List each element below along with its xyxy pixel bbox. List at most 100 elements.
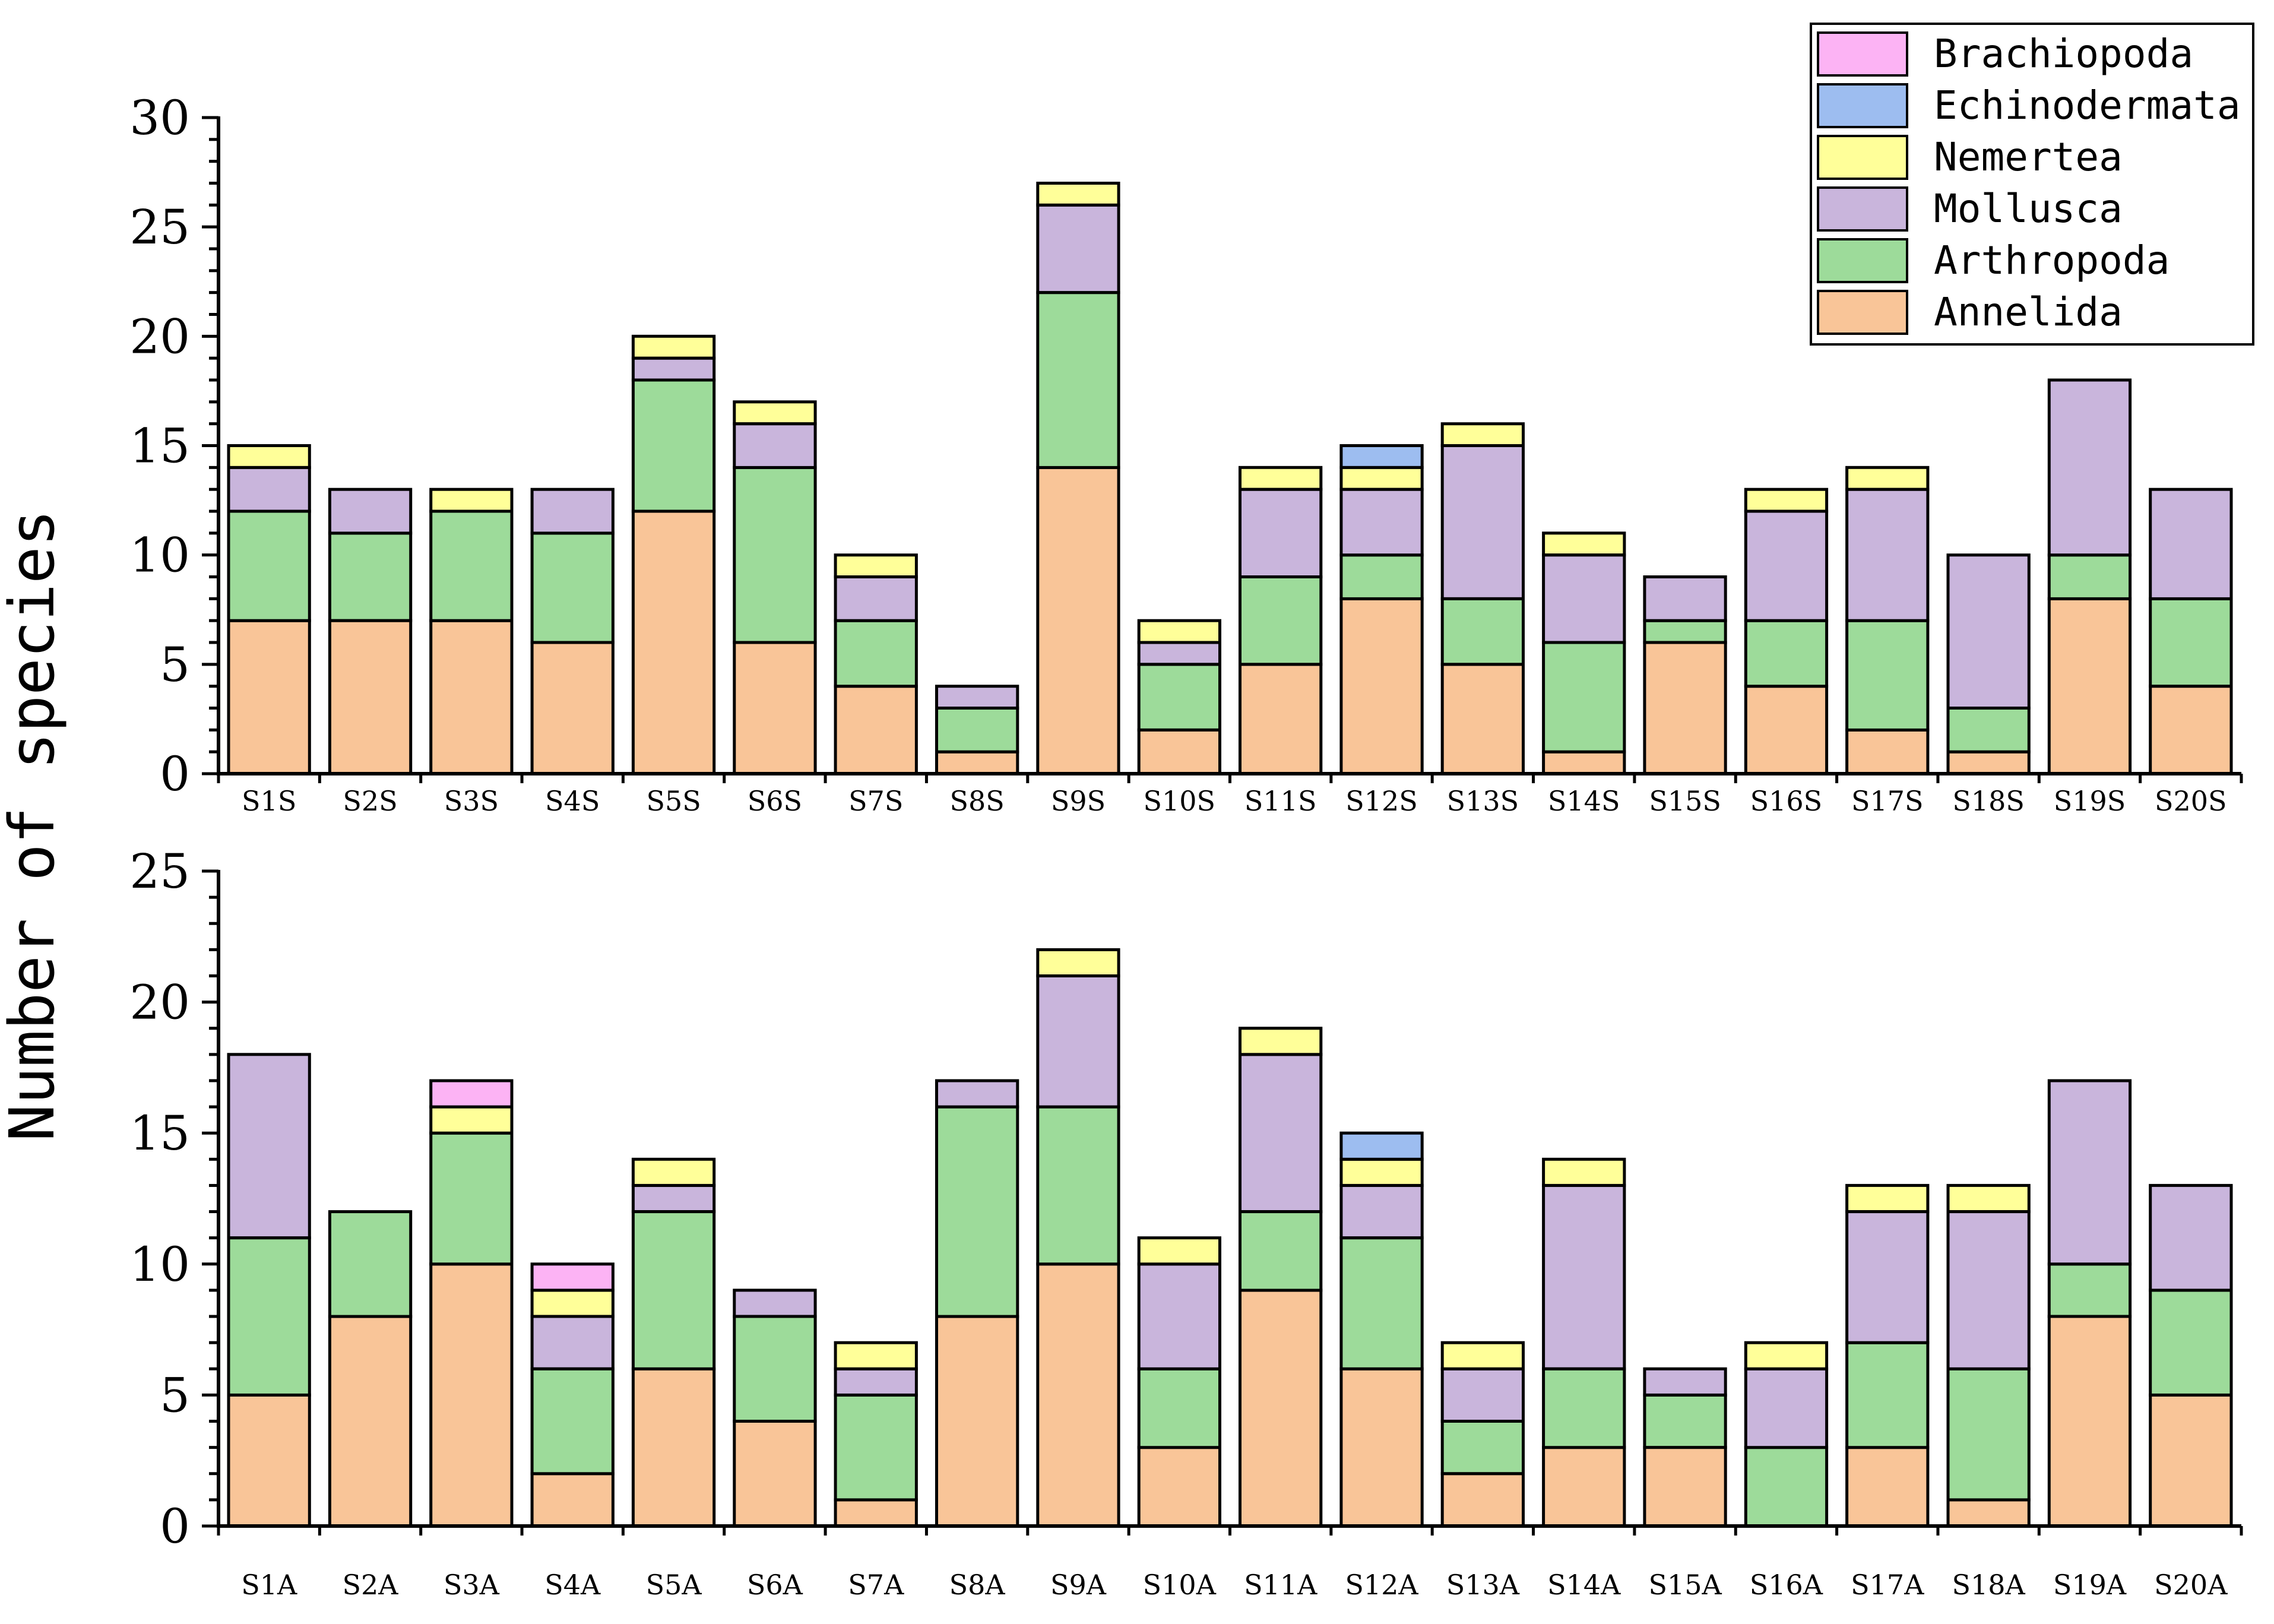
bar-segment-nemertea: [1542, 531, 1626, 557]
y-axis-title: Number of species: [0, 509, 68, 1141]
bar-segment-mollusca: [530, 487, 615, 535]
bottom-x-tick-label: S3A: [444, 1569, 500, 1601]
bar-segment-annelida: [1137, 728, 1221, 775]
bar-segment-annelida: [530, 641, 615, 775]
bar-segment-nemertea: [834, 553, 918, 579]
bar-segment-mollusca: [834, 1367, 918, 1397]
legend-label-mollusca: Mollusca: [1934, 186, 2123, 232]
bar-segment-annelida: [1845, 1446, 1930, 1528]
bar-segment-arthropoda: [935, 1105, 1019, 1318]
bar-segment-annelida: [1542, 750, 1626, 775]
bottom-x-tick-label: S13A: [1446, 1569, 1520, 1601]
bar-segment-annelida: [834, 685, 918, 775]
bar-segment-arthropoda: [1643, 1393, 1727, 1449]
bar-segment-arthropoda: [935, 707, 1019, 754]
bottom-x-tick-label: S20A: [2154, 1569, 2228, 1601]
bar-segment-annelida: [935, 750, 1019, 775]
bar-segment-nemertea: [1036, 948, 1120, 978]
bottom-panel: 0 5 10 15 20 25 S1A S2A S3A S4A S5A S6A S7A S8A S9A S10…: [129, 844, 2243, 1601]
bottom-x-tick-label: S12A: [1345, 1569, 1418, 1601]
top-x-tick-label: S9S: [1051, 785, 1106, 817]
bar-segment-brachiopoda: [530, 1262, 615, 1292]
top-x-tick-label: S18S: [1952, 785, 2025, 817]
bar-segment-arthropoda: [631, 378, 716, 513]
bottom-y-tick-label: 20: [129, 975, 190, 1030]
legend-label-nemertea: Nemertea: [1934, 134, 2123, 180]
bar-segment-mollusca: [935, 1079, 1019, 1109]
bar-segment-annelida: [2047, 1315, 2132, 1528]
bar-segment-mollusca: [935, 685, 1019, 710]
bar-segment-mollusca: [2047, 378, 2132, 557]
bar-segment-echinodermata: [1339, 1131, 1424, 1161]
bar-segment-arthropoda: [1036, 1105, 1120, 1266]
bar-segment-mollusca: [1036, 203, 1120, 295]
bottom-x-tick-label: S14A: [1547, 1569, 1621, 1601]
top-x-tick-label: S10S: [1144, 785, 1216, 817]
bar-segment-mollusca: [1744, 509, 1829, 622]
top-y-tick-label: 15: [129, 419, 190, 474]
top-y-tick-label: 25: [129, 200, 190, 255]
legend-label-echinodermata: Echinodermata: [1934, 83, 2241, 128]
bar-segment-mollusca: [2149, 1183, 2233, 1292]
bar-segment-annelida: [227, 1393, 311, 1528]
bar-segment-mollusca: [1339, 487, 1424, 557]
bar-segment-nemertea: [1036, 182, 1120, 207]
bar-segment-mollusca: [1542, 553, 1626, 644]
top-x-tick-label: S6S: [748, 785, 802, 817]
bar-segment-arthropoda: [834, 1393, 918, 1502]
top-y-tick-label: 5: [160, 637, 190, 692]
bar-segment-nemertea: [1239, 466, 1323, 491]
bottom-y-tick-label: 0: [160, 1499, 190, 1554]
bottom-x-tick-label: S5A: [646, 1569, 702, 1601]
bar-segment-annelida: [429, 1262, 514, 1528]
top-y-tick-label: 10: [129, 528, 190, 583]
legend: Brachiopoda Echinodermata Nemertea Mollusca…: [1810, 23, 2254, 346]
bar-segment-mollusca: [733, 1289, 817, 1318]
bar-segment-annelida: [1036, 466, 1120, 775]
bar-segment-nemertea: [1339, 466, 1424, 491]
bar-segment-annelida: [733, 1420, 817, 1528]
bar-segment-arthropoda: [1339, 1236, 1424, 1370]
bar-segment-annelida: [834, 1498, 918, 1528]
bar-segment-echinodermata: [1339, 444, 1424, 469]
bar-segment-mollusca: [1845, 1210, 1930, 1344]
legend-swatch-brachiopoda: [1817, 31, 1908, 77]
bar-segment-arthropoda: [530, 1367, 615, 1476]
bottom-x-tick-label: S4A: [544, 1569, 601, 1601]
top-x-tick-label: S13S: [1447, 785, 1519, 817]
bar-segment-mollusca: [1643, 575, 1727, 622]
bar-segment-nemertea: [631, 334, 716, 360]
top-x-tick-label: S3S: [444, 785, 499, 817]
bar-segment-mollusca: [1946, 1210, 2031, 1370]
bar-segment-brachiopoda: [429, 1079, 514, 1109]
bar-segment-arthropoda: [429, 1131, 514, 1266]
top-x-tick-label: S1S: [242, 785, 296, 817]
bar-segment-arthropoda: [227, 509, 311, 622]
bar-segment-arthropoda: [1036, 291, 1120, 469]
top-x-tick-label: S19S: [2054, 785, 2126, 817]
bar-segment-arthropoda: [1744, 619, 1829, 688]
bar-segment-annelida: [328, 619, 413, 775]
bar-segment-arthropoda: [834, 619, 918, 688]
bar-segment-arthropoda: [2149, 597, 2233, 688]
bar-segment-mollusca: [1643, 1367, 1727, 1397]
bar-segment-nemertea: [530, 1289, 615, 1318]
bar-segment-annelida: [1137, 1446, 1221, 1528]
bar-segment-mollusca: [1440, 444, 1525, 600]
top-panel: 0 5 10 15 20 25 30 S1S S2S S3S S4S S5S S6S S7S S8S S9S S…: [129, 90, 2243, 817]
bottom-x-tick-label: S6A: [747, 1569, 803, 1601]
bottom-x-tick-label: S7A: [848, 1569, 904, 1601]
bar-segment-arthropoda: [1946, 1367, 2031, 1502]
bar-segment-mollusca: [733, 422, 817, 469]
bar-segment-mollusca: [227, 466, 311, 513]
bar-segment-mollusca: [1036, 974, 1120, 1109]
bar-segment-mollusca: [1137, 1262, 1221, 1370]
bottom-x-tick-label: S19A: [2053, 1569, 2127, 1601]
top-y-tick-label: 30: [129, 90, 190, 145]
bottom-x-tick-label: S1A: [241, 1569, 297, 1601]
bar-segment-arthropoda: [1239, 575, 1323, 666]
bar-segment-arthropoda: [2149, 1289, 2233, 1397]
bar-segment-arthropoda: [1440, 597, 1525, 666]
bottom-y-tick-label: 15: [129, 1106, 190, 1161]
